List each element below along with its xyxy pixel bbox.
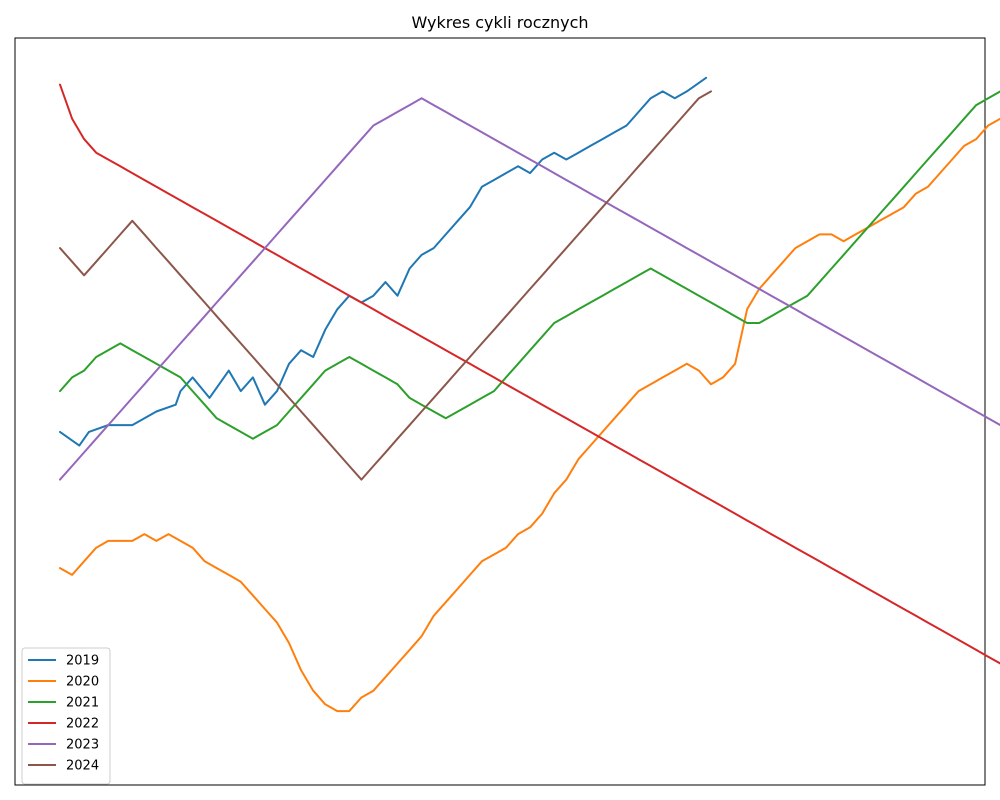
series-line-2019 [59,76,708,447]
series-layer [59,76,1000,713]
legend-label-2021: 2021 [66,696,99,711]
legend-label-2020: 2020 [66,675,99,690]
chart-title: Wykres cykli rocznych [411,13,588,32]
series-line-2023 [59,97,1000,481]
legend: 2019 2020 2021 2022 2023 2024 [21,647,111,785]
legend-label-2024: 2024 [66,759,99,774]
series-line-2022 [59,83,1000,665]
series-line-2021 [59,90,1000,440]
series-line-2020 [59,117,1000,713]
legend-label-2022: 2022 [66,717,99,732]
legend-label-2019: 2019 [66,654,99,669]
legend-label-2023: 2023 [66,738,99,753]
plot-area [14,37,986,786]
series-line-2024 [59,90,712,481]
